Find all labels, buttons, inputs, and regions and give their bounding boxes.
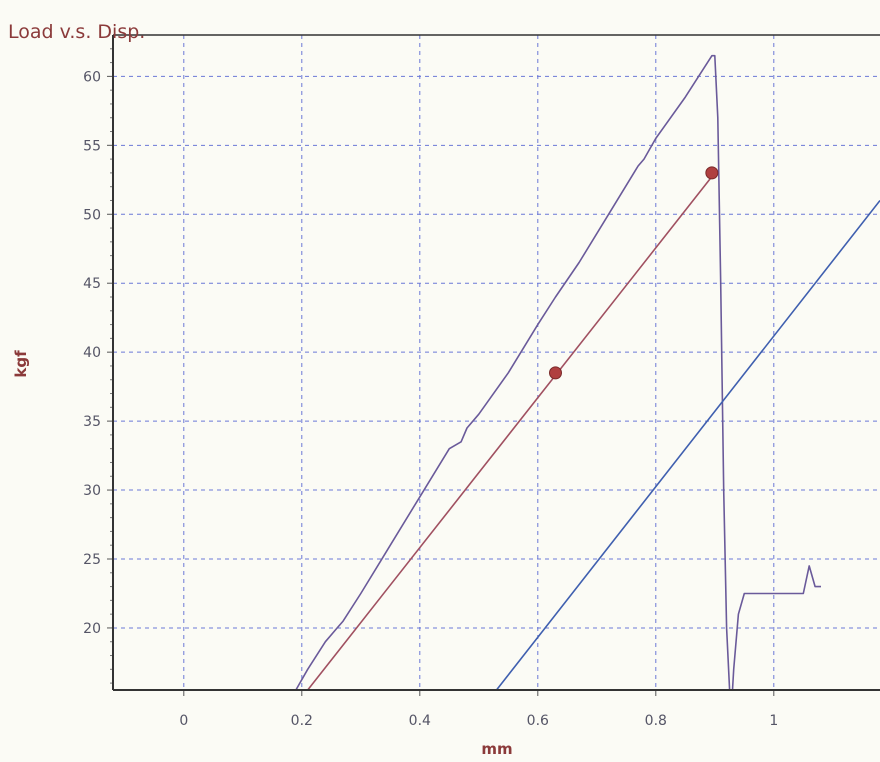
series-line-3 — [307, 172, 716, 691]
y-tick-label: 40 — [83, 345, 101, 361]
x-tick-label: 0 — [179, 713, 188, 729]
y-tick-label: 35 — [83, 414, 101, 430]
y-tick-label: 30 — [83, 483, 101, 499]
chart-title: Load v.s. Disp. — [8, 21, 145, 43]
series-line-2 — [495, 200, 880, 691]
grid — [113, 35, 880, 690]
x-tick-label: 0.8 — [645, 713, 667, 729]
y-tick-label: 45 — [83, 276, 101, 292]
x-tick-label: 0.2 — [291, 713, 313, 729]
x-axis-label: mm — [481, 740, 512, 758]
x-tick-label: 0.4 — [409, 713, 431, 729]
series-line-1 — [295, 54, 821, 691]
markers-group — [549, 166, 719, 380]
x-tick-label: 0.6 — [527, 713, 549, 729]
x-tick-label: 1 — [769, 713, 778, 729]
tick-labels: 0 0.2 0.4 0.6 0.8 1 20 25 30 35 40 45 50 55 60 — [83, 69, 778, 729]
data-marker-2 — [705, 166, 719, 180]
y-tick-label: 25 — [83, 552, 101, 568]
y-tick-label: 20 — [83, 621, 101, 637]
data-marker-1 — [549, 366, 562, 380]
series-group — [295, 54, 880, 691]
axes — [107, 34, 880, 696]
y-tick-label: 50 — [83, 207, 101, 223]
y-axis-label: kgf — [12, 350, 30, 378]
y-tick-label: 60 — [83, 69, 101, 85]
y-tick-label: 55 — [83, 138, 101, 154]
